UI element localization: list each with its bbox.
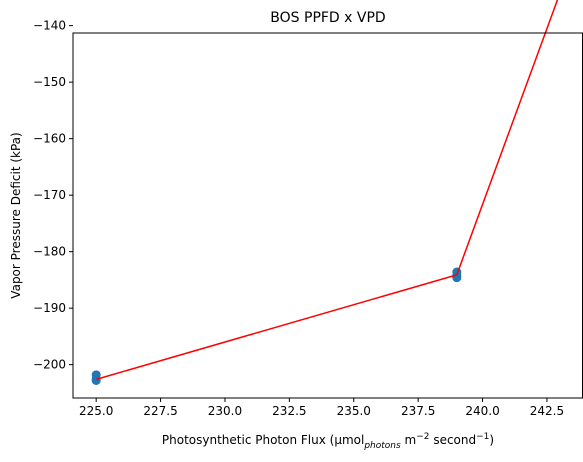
x-axis-label: Photosynthetic Photon Flux (μmolphotons … (162, 432, 494, 451)
y-axis-label: Vapor Pressure Deficit (kPa) (9, 132, 23, 298)
scatter-point (91, 375, 101, 385)
y-tick-label: −180 (33, 245, 66, 259)
y-tick-label: −200 (33, 358, 66, 372)
x-tick-label: 242.5 (530, 404, 564, 418)
x-tick-label: 237.5 (401, 404, 435, 418)
x-tick-label: 232.5 (272, 404, 306, 418)
x-tick-label: 235.0 (337, 404, 371, 418)
x-axis-ticks: 225.0 227.5 230.0 232.5 235.0 237.5 240.0 242.5 (79, 398, 564, 418)
chart-title: BOS PPFD x VPD (270, 10, 385, 26)
x-axis-label-sup2: −1 (476, 432, 489, 442)
x-axis-label-mid2: second (430, 433, 477, 447)
y-tick-label: −150 (33, 75, 66, 89)
y-tick-label: −190 (33, 301, 66, 315)
fit-line (95, 0, 559, 381)
fit-line-series (95, 0, 559, 381)
x-axis-label-sup1: −2 (416, 432, 429, 442)
y-tick-label: −160 (33, 132, 66, 146)
x-tick-label: 230.0 (208, 404, 242, 418)
x-axis-label-subscript: photons (363, 441, 401, 451)
x-tick-label: 240.0 (465, 404, 499, 418)
x-axis-label-mid: m (401, 433, 417, 447)
x-axis-label-end: ) (489, 433, 494, 447)
y-tick-label: −140 (33, 19, 66, 33)
x-axis-label-main: Photosynthetic Photon Flux (μmol (162, 433, 364, 447)
x-tick-label: 225.0 (79, 404, 113, 418)
y-axis-ticks: −200 −190 −180 −170 −160 −150 −140 (33, 19, 73, 372)
x-tick-label: 227.5 (143, 404, 177, 418)
y-tick-label: −170 (33, 188, 66, 202)
